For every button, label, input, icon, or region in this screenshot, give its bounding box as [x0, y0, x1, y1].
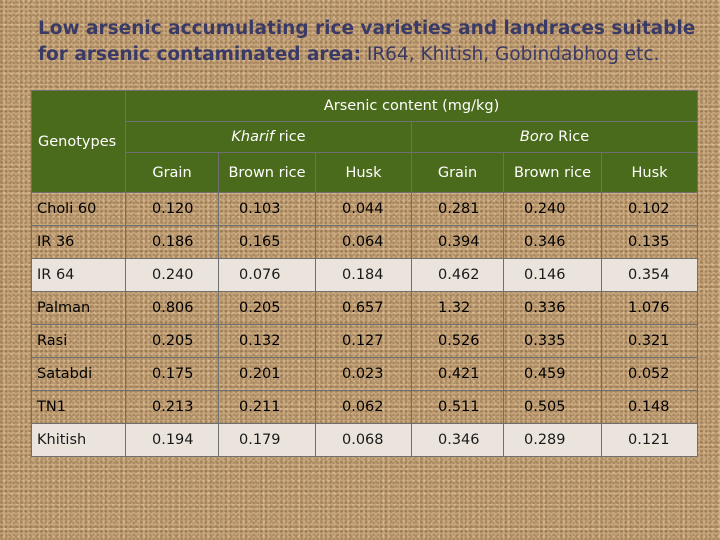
value-cell: 0.165 [218, 225, 316, 259]
value-cell: 0.505 [503, 390, 602, 424]
value-cell: 0.459 [503, 357, 602, 391]
col-header-kharif-grain: Grain [125, 152, 219, 193]
value-cell: 0.146 [503, 258, 602, 292]
col-header-boro-grain: Grain [411, 152, 504, 193]
genotype-name-cell: Satabdi [31, 357, 126, 391]
arsenic-content-table: Genotypes Arsenic content (mg/kg) Kharif… [31, 90, 699, 457]
value-cell: 0.148 [600, 390, 699, 424]
value-cell: 0.076 [218, 258, 316, 292]
value-cell: 0.346 [503, 225, 602, 259]
value-cell: 0.281 [411, 192, 504, 226]
value-cell: 0.321 [600, 324, 699, 358]
value-cell: 0.336 [503, 291, 602, 325]
col-header-boro-husk: Husk [600, 152, 699, 193]
value-cell: 0.346 [411, 423, 504, 457]
value-cell: 0.127 [315, 324, 412, 358]
value-cell: 0.023 [315, 357, 412, 391]
col-header-kharif-husk: Husk [315, 152, 412, 193]
value-cell: 0.103 [218, 192, 316, 226]
value-cell: 0.205 [218, 291, 316, 325]
table-row: TN1 0.213 0.211 0.062 0.511 0.505 0.148 [31, 390, 699, 424]
col-header-kharif-brown-rice: Brown rice [218, 152, 316, 193]
table-row: Khitish 0.194 0.179 0.068 0.346 0.289 0.121 [31, 423, 699, 457]
value-cell: 0.186 [125, 225, 219, 259]
genotype-name-cell: TN1 [31, 390, 126, 424]
value-cell: 0.201 [218, 357, 316, 391]
kharif-rice-header: Kharif rice [125, 121, 412, 153]
value-cell: 1.32 [411, 291, 504, 325]
boro-label: Boro [519, 129, 554, 145]
value-cell: 0.135 [600, 225, 699, 259]
value-cell: 0.421 [411, 357, 504, 391]
kharif-rice-word: rice [274, 129, 306, 145]
table-row: IR 64 0.240 0.076 0.184 0.462 0.146 0.354 [31, 258, 699, 292]
boro-rice-word: Rice [553, 129, 590, 145]
kharif-label: Kharif [231, 129, 275, 145]
value-cell: 0.120 [125, 192, 219, 226]
genotype-name-cell: Khitish [31, 423, 126, 457]
value-cell: 0.354 [600, 258, 699, 292]
title-normal-text: IR64, Khitish, Gobindabhog etc. [366, 44, 660, 65]
value-cell: 0.132 [218, 324, 316, 358]
value-cell: 0.121 [600, 423, 699, 457]
value-cell: 0.064 [315, 225, 412, 259]
value-cell: 0.179 [218, 423, 316, 457]
table-row: Palman 0.806 0.205 0.657 1.32 0.336 1.076 [31, 291, 699, 325]
value-cell: 0.213 [125, 390, 219, 424]
value-cell: 0.184 [315, 258, 412, 292]
table-row: Satabdi 0.175 0.201 0.023 0.421 0.459 0.052 [31, 357, 699, 391]
value-cell: 0.511 [411, 390, 504, 424]
value-cell: 0.062 [315, 390, 412, 424]
value-cell: 0.240 [125, 258, 219, 292]
value-cell: 0.526 [411, 324, 504, 358]
table-row: Choli 60 0.120 0.103 0.044 0.281 0.240 0.102 [31, 192, 699, 226]
value-cell: 0.211 [218, 390, 316, 424]
slide-title: Low arsenic accumulating rice varieties … [38, 16, 698, 68]
table-row: IR 36 0.186 0.165 0.064 0.394 0.346 0.135 [31, 225, 699, 259]
value-cell: 0.052 [600, 357, 699, 391]
genotype-name-cell: Palman [31, 291, 126, 325]
value-cell: 0.102 [600, 192, 699, 226]
col-header-boro-brown-rice: Brown rice [503, 152, 602, 193]
boro-rice-header: Boro Rice [410, 121, 699, 153]
value-cell: 0.044 [315, 192, 412, 226]
value-cell: 0.335 [503, 324, 602, 358]
genotype-name-cell: Rasi [31, 324, 126, 358]
value-cell: 1.076 [600, 291, 699, 325]
value-cell: 0.068 [315, 423, 412, 457]
value-cell: 0.205 [125, 324, 219, 358]
value-cell: 0.462 [411, 258, 504, 292]
arsenic-content-header: Arsenic content (mg/kg) [124, 90, 699, 122]
value-cell: 0.194 [125, 423, 219, 457]
value-cell: 0.657 [315, 291, 412, 325]
value-cell: 0.394 [411, 225, 504, 259]
value-cell: 0.289 [503, 423, 602, 457]
genotypes-header: Genotypes [31, 90, 126, 193]
value-cell: 0.240 [503, 192, 602, 226]
value-cell: 0.175 [125, 357, 219, 391]
genotype-name-cell: IR 36 [31, 225, 126, 259]
genotype-name-cell: IR 64 [31, 258, 126, 292]
genotype-name-cell: Choli 60 [31, 192, 126, 226]
title-bold-text: Low arsenic accumulating rice varieties … [38, 18, 696, 65]
value-cell: 0.806 [125, 291, 219, 325]
table-row: Rasi 0.205 0.132 0.127 0.526 0.335 0.321 [31, 324, 699, 358]
